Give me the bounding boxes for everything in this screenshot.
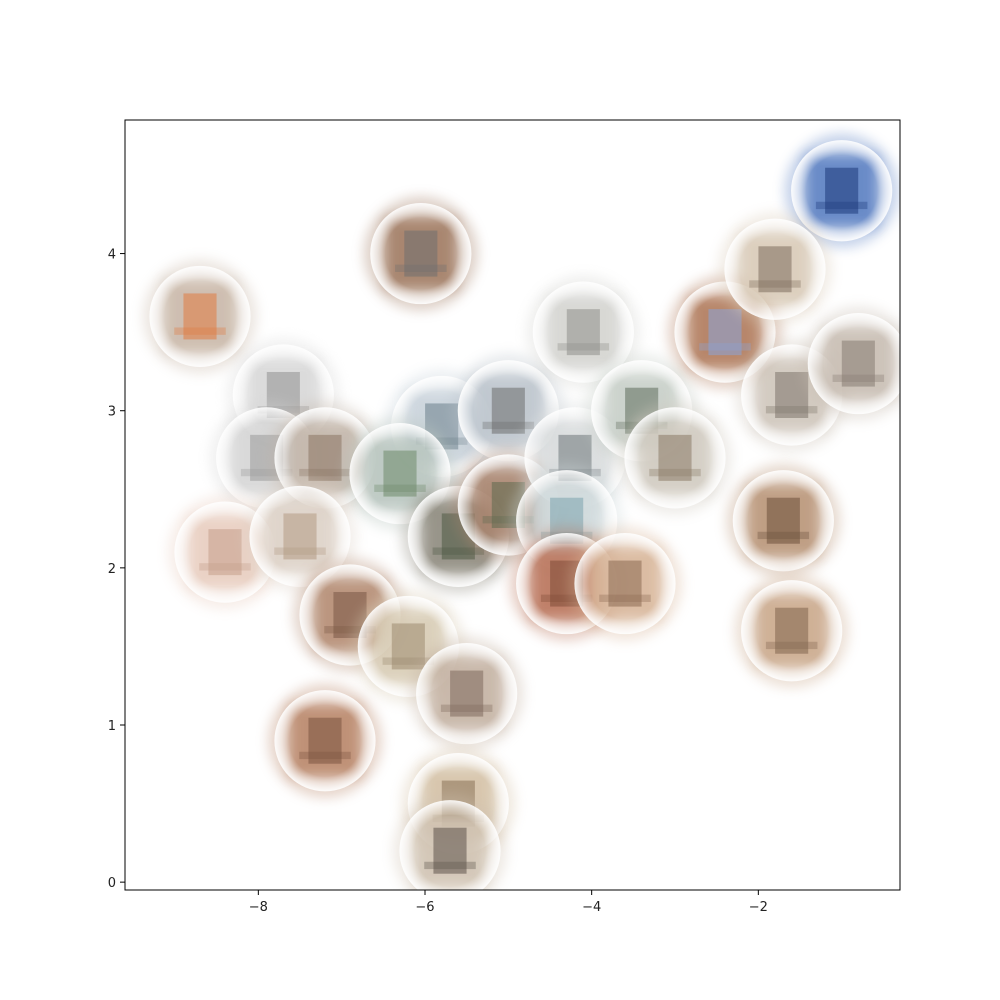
point-thumbnail-grid-of-small-renders: [142, 259, 258, 374]
point-thumbnail-beige-building: [717, 212, 833, 327]
plot-area: [124, 119, 901, 891]
points-layer: [142, 133, 900, 890]
x-tick-label: −6: [415, 900, 434, 915]
y-tick-label: 2: [108, 562, 116, 577]
y-tick-label: 1: [108, 719, 116, 734]
point-thumbnail-round-building-rooftop: [526, 275, 641, 390]
x-tick-label: −4: [582, 900, 601, 915]
y-tick-label: 0: [108, 876, 116, 891]
y-tick-label: 4: [108, 248, 116, 263]
point-thumbnail-timber-lattice-arch: [726, 463, 841, 578]
point-thumbnail-wooden-city-model: [734, 573, 849, 688]
point-thumbnail-timber-shed: [567, 526, 683, 641]
point-thumbnail-building-section-model: [363, 196, 478, 311]
point-thumbnail-glass-atrium-trees: [617, 400, 733, 515]
y-axis: 0 1 2 3 4: [108, 248, 125, 891]
plot-border: [124, 119, 901, 891]
point-thumbnail-hallway-interior: [409, 636, 524, 751]
x-tick-label: −8: [249, 900, 268, 915]
point-thumbnail-blue-interior: [784, 133, 899, 248]
x-tick-label: −2: [749, 900, 768, 915]
point-thumbnail-curved-terracotta-model: [267, 683, 383, 798]
x-axis: −8 −6 −4 −2: [249, 890, 768, 915]
point-thumbnail-plywood-base-model: [392, 793, 508, 890]
y-tick-label: 3: [108, 405, 116, 420]
point-thumbnail-concrete-volume: [801, 306, 900, 421]
